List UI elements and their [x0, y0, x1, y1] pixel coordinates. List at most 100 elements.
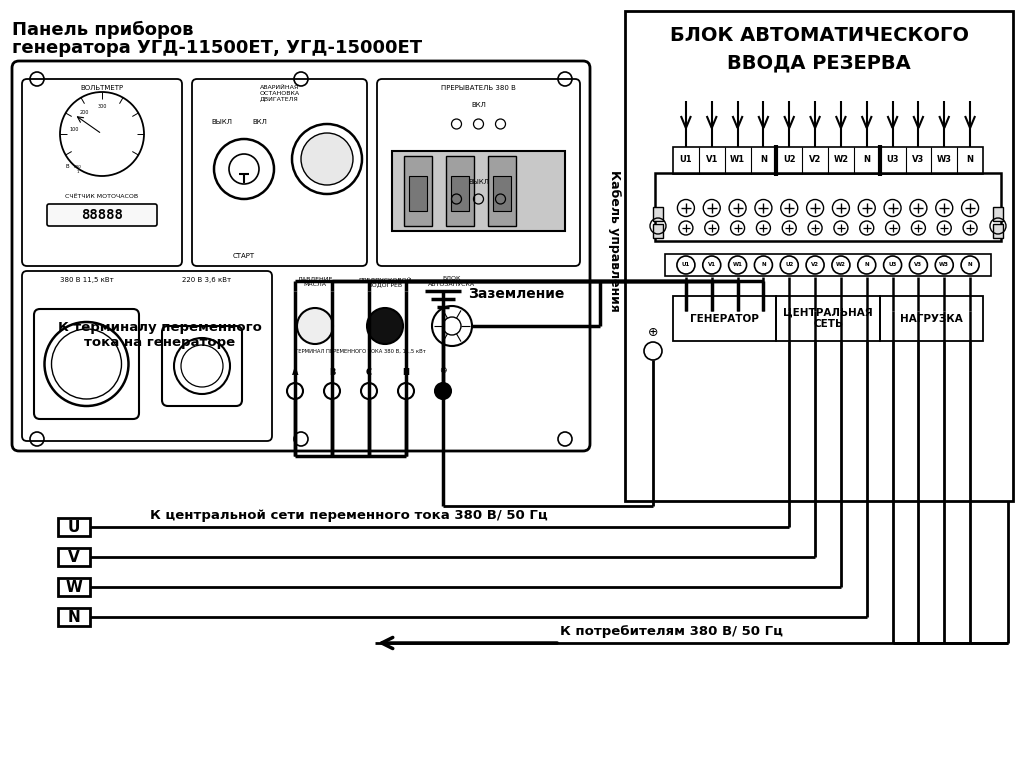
Text: N: N	[967, 155, 974, 165]
Text: A: A	[292, 368, 299, 377]
Text: К терминалу переменного
тока на генераторе: К терминалу переменного тока на генерато…	[58, 321, 262, 349]
Text: V2: V2	[809, 155, 821, 165]
Text: U1: U1	[679, 155, 693, 165]
Text: U2: U2	[785, 262, 794, 268]
Text: B: B	[328, 368, 336, 377]
Text: 200: 200	[80, 110, 89, 115]
Text: N: N	[68, 609, 81, 625]
Text: генератора УГД-11500ЕТ, УГД-15000ЕТ: генератора УГД-11500ЕТ, УГД-15000ЕТ	[12, 39, 422, 57]
Text: W3: W3	[939, 262, 949, 268]
Text: ВВОДА РЕЗЕРВА: ВВОДА РЕЗЕРВА	[727, 53, 910, 72]
Circle shape	[297, 308, 333, 344]
Text: Панель приборов: Панель приборов	[12, 21, 193, 39]
Text: V1: V1	[708, 262, 716, 268]
Text: W3: W3	[937, 155, 951, 165]
Circle shape	[703, 256, 721, 274]
Circle shape	[677, 256, 695, 274]
Bar	[493, 176, 512, 211]
Text: V: V	[69, 550, 80, 565]
Bar	[653, 207, 663, 221]
Text: N: N	[761, 262, 766, 268]
Text: N: N	[402, 368, 409, 377]
Bar	[58, 548, 90, 566]
Text: В: В	[65, 164, 69, 169]
Circle shape	[754, 256, 772, 274]
Text: К потребителям 380 В/ 50 Гц: К потребителям 380 В/ 50 Гц	[560, 625, 783, 638]
Bar	[58, 578, 90, 596]
Bar	[451, 176, 469, 211]
Text: U: U	[68, 519, 80, 534]
Text: ВОЛЬТМЕТР: ВОЛЬТМЕТР	[81, 85, 124, 91]
Bar	[776, 296, 880, 341]
Bar	[993, 224, 1003, 238]
Text: ВЫКЛ: ВЫКЛ	[468, 179, 489, 185]
Text: К центральной сети переменного тока 380 В/ 50 Гц: К центральной сети переменного тока 380 …	[150, 509, 547, 522]
Bar	[625, 11, 1013, 501]
Text: N: N	[968, 262, 973, 268]
Text: 300: 300	[97, 104, 106, 109]
Text: ЦЕНТРАЛЬНАЯ
СЕТЬ: ЦЕНТРАЛЬНАЯ СЕТЬ	[784, 308, 873, 330]
Circle shape	[935, 256, 953, 274]
Text: ПРЕДПУСКОВОЙ
ПОДОГРЕВ: ПРЕДПУСКОВОЙ ПОДОГРЕВ	[358, 276, 411, 287]
Text: 220 В 3,6 кВт: 220 В 3,6 кВт	[182, 277, 231, 283]
Text: U2: U2	[783, 155, 796, 165]
Circle shape	[781, 256, 798, 274]
Text: 100: 100	[70, 127, 79, 132]
Text: W2: W2	[836, 262, 846, 268]
Bar	[655, 173, 1000, 241]
Circle shape	[301, 133, 353, 185]
Bar	[665, 254, 991, 276]
Bar	[409, 176, 427, 211]
Text: НАГРУЗКА: НАГРУЗКА	[900, 313, 963, 323]
Bar	[993, 207, 1003, 221]
Text: ⊕: ⊕	[439, 366, 447, 375]
Text: V1: V1	[706, 155, 718, 165]
Text: Кабель управления: Кабель управления	[608, 170, 621, 312]
Text: N: N	[864, 262, 870, 268]
Text: Заземление: Заземление	[468, 287, 565, 301]
Text: N: N	[863, 155, 871, 165]
Circle shape	[728, 256, 747, 274]
Text: V2: V2	[811, 262, 819, 268]
Text: C: C	[366, 368, 372, 377]
Text: ПРЕРЫВАТЕЛЬ 380 В: ПРЕРЫВАТЕЛЬ 380 В	[441, 85, 516, 91]
Text: N: N	[760, 155, 767, 165]
Circle shape	[832, 256, 850, 274]
Text: СТАРТ: СТАРТ	[233, 253, 255, 259]
Text: ⊕: ⊕	[648, 326, 658, 339]
Bar	[404, 156, 432, 226]
Circle shape	[806, 256, 825, 274]
Text: W: W	[65, 580, 83, 594]
Bar	[880, 296, 983, 341]
Text: ВЫКЛ: ВЫКЛ	[212, 119, 232, 125]
Text: U1: U1	[681, 262, 691, 268]
Text: БЛОК
АВТОЗАПУСКА: БЛОК АВТОЗАПУСКА	[429, 276, 476, 287]
Text: СЧЁТЧИК МОТОЧАСОВ: СЧЁТЧИК МОТОЧАСОВ	[65, 194, 138, 199]
Text: V3: V3	[913, 155, 925, 165]
Bar	[653, 224, 663, 238]
Text: U3: U3	[886, 155, 899, 165]
Text: 800
1: 800 1	[74, 166, 82, 174]
Text: 88888: 88888	[81, 208, 123, 222]
Bar	[488, 156, 516, 226]
Text: W1: W1	[730, 155, 745, 165]
Circle shape	[857, 256, 876, 274]
Circle shape	[909, 256, 928, 274]
Text: W2: W2	[834, 155, 848, 165]
Circle shape	[884, 256, 901, 274]
Text: БЛОК АВТОМАТИЧЕСКОГО: БЛОК АВТОМАТИЧЕСКОГО	[669, 26, 969, 45]
FancyBboxPatch shape	[47, 204, 157, 226]
Text: U3: U3	[888, 262, 897, 268]
Text: 380 В 11,5 кВт: 380 В 11,5 кВт	[60, 277, 114, 283]
Text: АВАРИЙНАЯ
ОСТАНОВКА
ДВИГАТЕЛЯ: АВАРИЙНАЯ ОСТАНОВКА ДВИГАТЕЛЯ	[260, 85, 300, 102]
Bar	[446, 156, 474, 226]
Text: ГЕНЕРАТОР: ГЕНЕРАТОР	[691, 313, 759, 323]
Text: ВКЛ: ВКЛ	[253, 119, 267, 125]
Bar	[58, 518, 90, 536]
Bar	[58, 608, 90, 626]
Bar	[673, 147, 983, 174]
Circle shape	[435, 383, 451, 399]
Bar	[673, 296, 776, 341]
Text: W1: W1	[732, 262, 743, 268]
Text: ДАВЛЕНИЕ
МАСЛА: ДАВЛЕНИЕ МАСЛА	[298, 276, 332, 287]
